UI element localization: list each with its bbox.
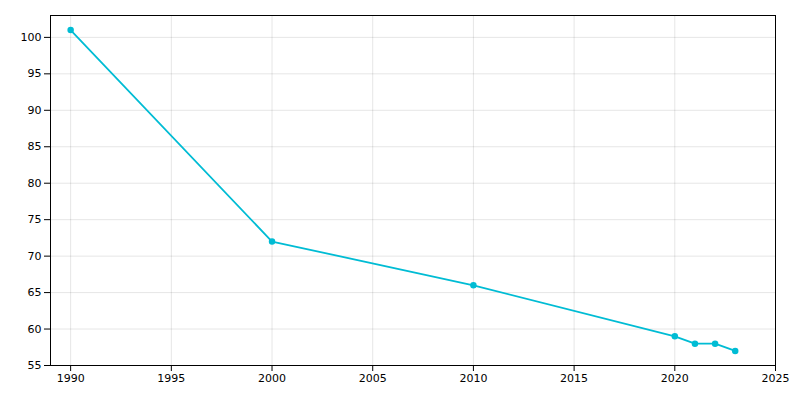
svg-text:1995: 1995 [157, 372, 185, 385]
svg-text:85: 85 [28, 140, 42, 153]
svg-text:1990: 1990 [57, 372, 85, 385]
svg-text:2020: 2020 [661, 372, 689, 385]
svg-text:95: 95 [28, 67, 42, 80]
svg-text:65: 65 [28, 286, 42, 299]
svg-text:2015: 2015 [560, 372, 588, 385]
svg-text:55: 55 [28, 359, 42, 372]
svg-text:60: 60 [28, 323, 42, 336]
svg-text:90: 90 [28, 104, 42, 117]
svg-text:2005: 2005 [359, 372, 387, 385]
svg-text:80: 80 [28, 177, 42, 190]
svg-text:70: 70 [28, 250, 42, 263]
svg-text:2025: 2025 [762, 372, 790, 385]
svg-text:75: 75 [28, 213, 42, 226]
svg-text:100: 100 [21, 31, 42, 44]
svg-text:2010: 2010 [459, 372, 487, 385]
svg-text:2000: 2000 [258, 372, 286, 385]
